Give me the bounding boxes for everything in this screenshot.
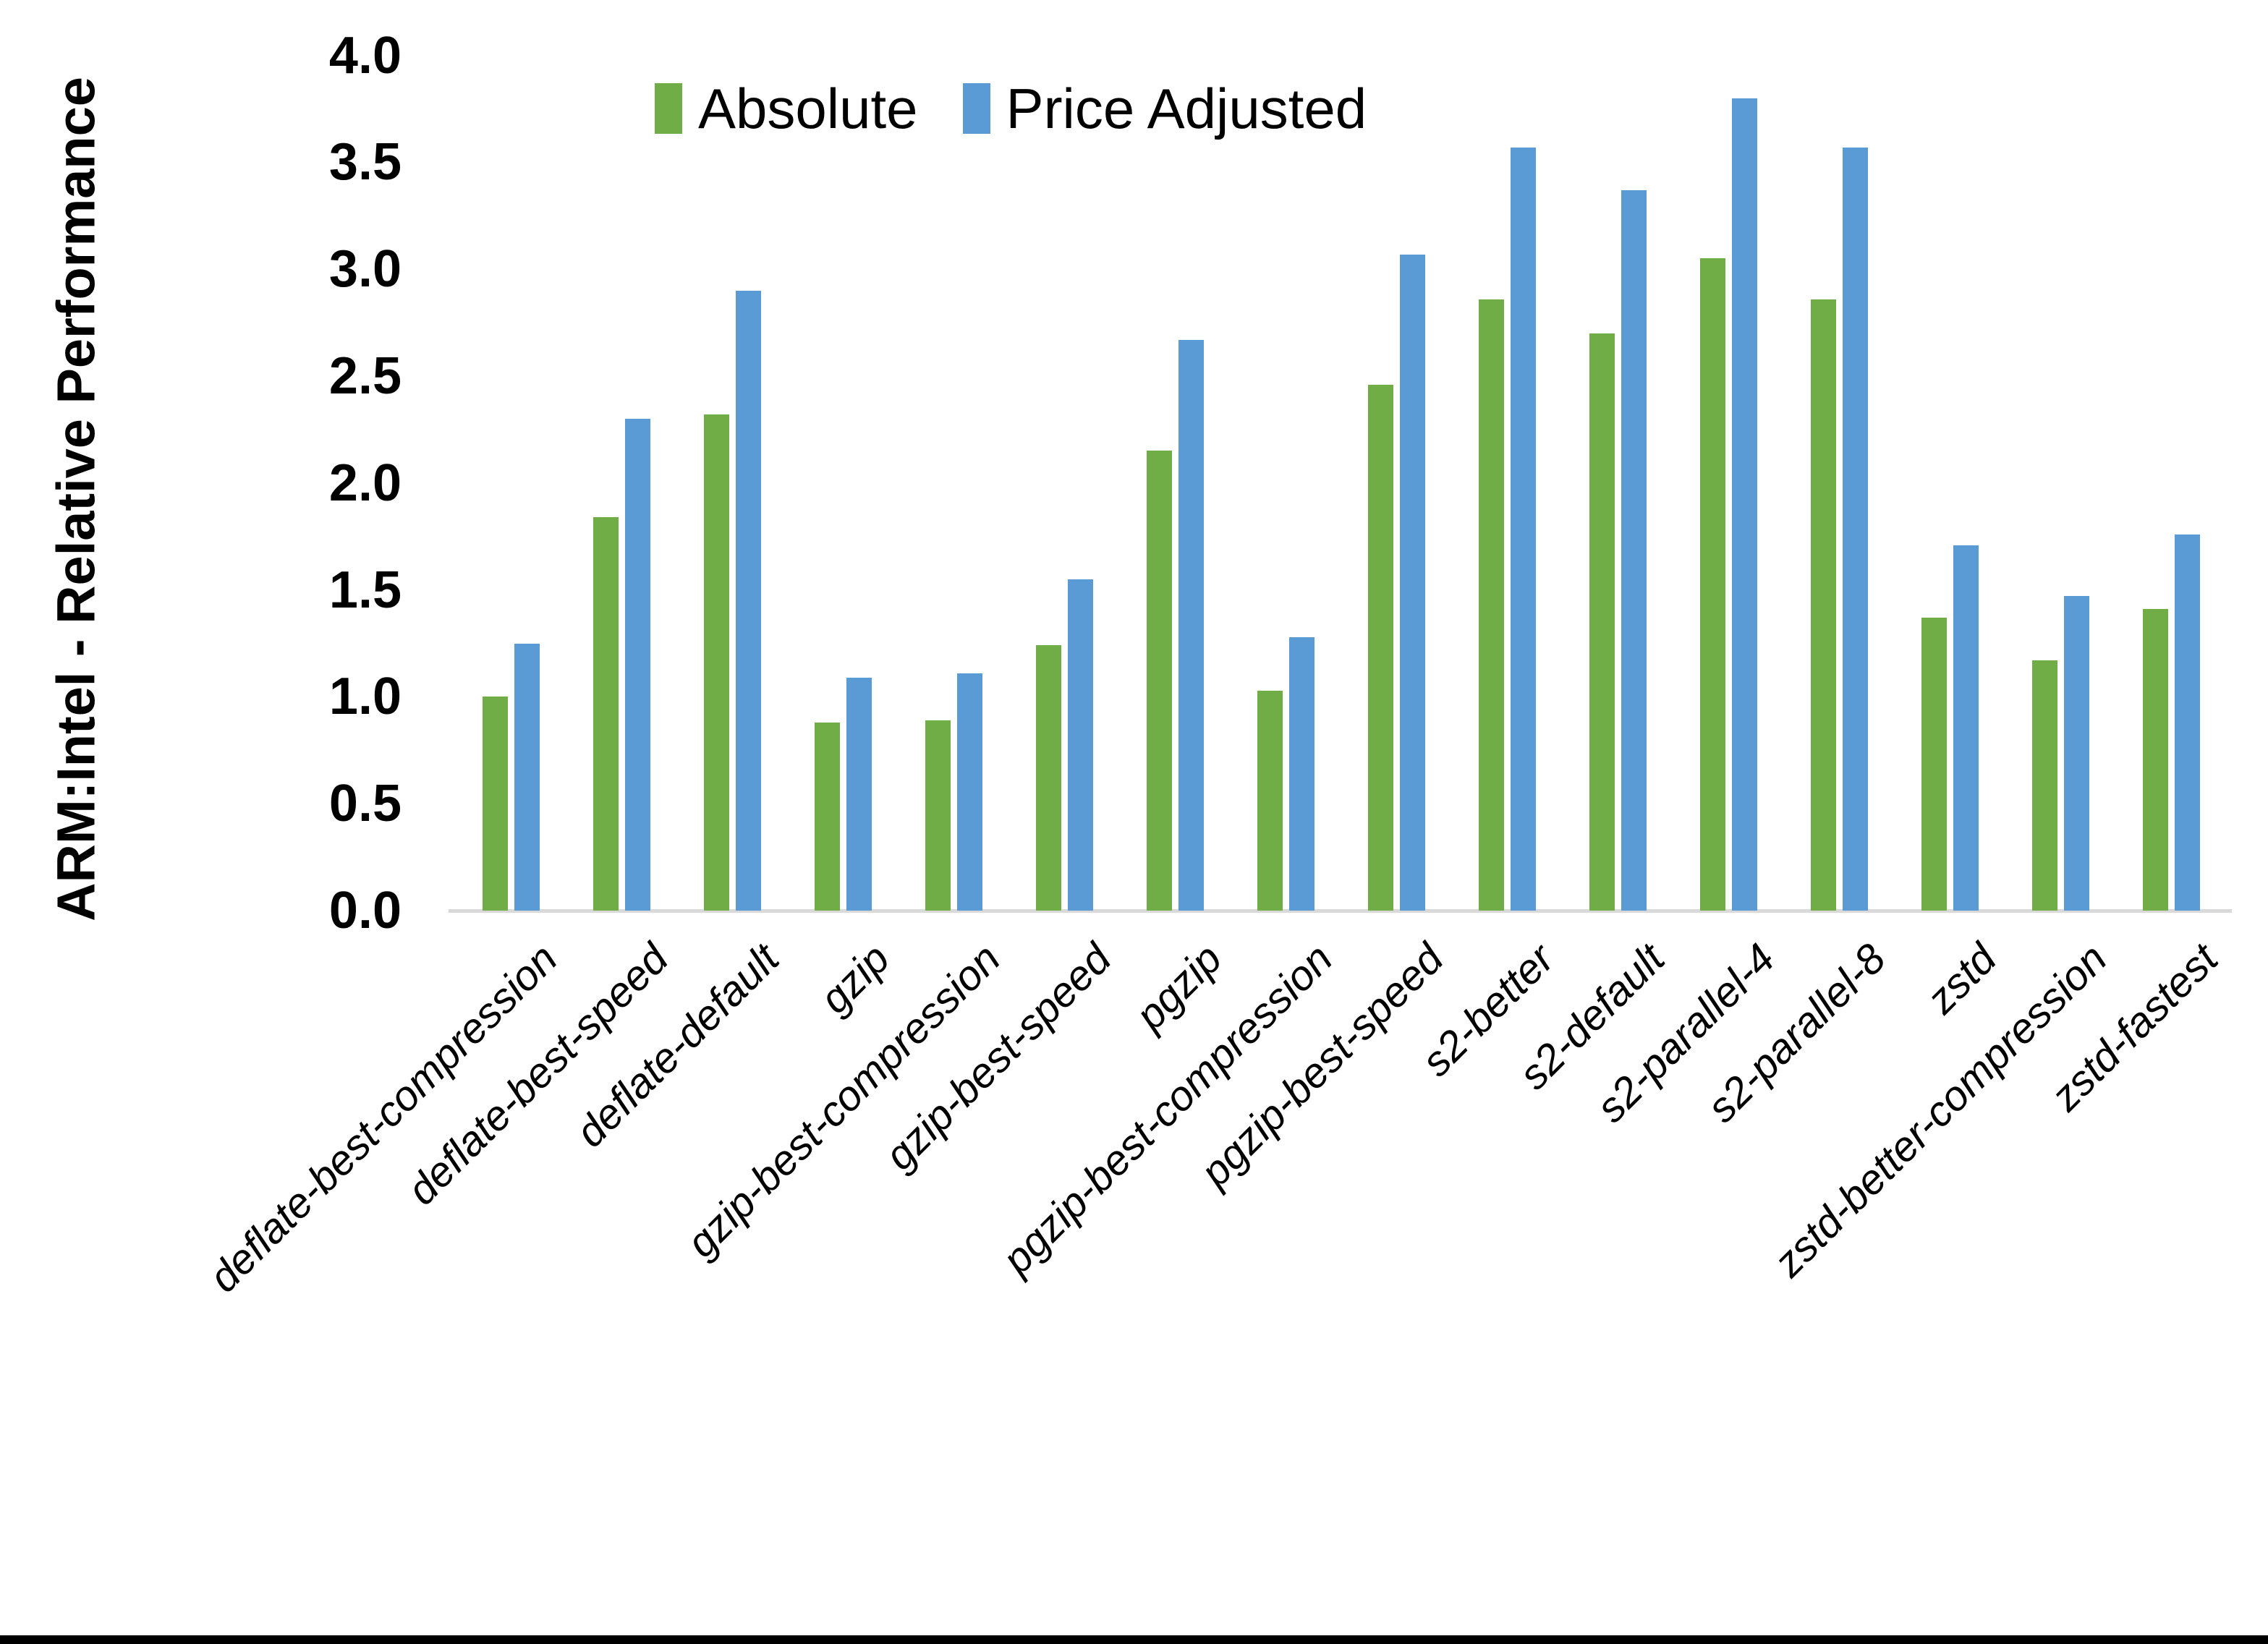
y-tick-label: 3.5 [328,133,402,192]
bar-absolute [593,517,619,911]
x-tick-label: zstd [1917,934,2006,1023]
x-tick-label: gzip [810,934,899,1023]
bar-price-adjusted [1511,147,1536,911]
x-axis-line [449,909,2232,913]
bar-absolute [2032,660,2057,911]
bar-price-adjusted [625,419,650,911]
bar-price-adjusted [514,643,540,911]
y-tick-label: 1.0 [328,668,402,726]
bar-absolute [925,720,951,911]
legend-label-price-adjusted: Price Adjusted [1006,77,1367,140]
bar-price-adjusted [1178,339,1204,911]
bar-absolute [1921,618,1947,911]
y-tick-label: 3.0 [328,240,402,299]
y-tick-label: 0.5 [328,775,402,833]
bar-price-adjusted [1289,636,1314,911]
bar-price-adjusted [1400,254,1425,911]
y-tick-label: 2.0 [328,453,402,512]
bar-absolute [1700,258,1725,911]
legend-item-absolute: Absolute [655,78,918,139]
y-tick-label: 2.5 [328,347,402,405]
bar-absolute [1257,690,1283,911]
y-axis-title: ARM:Intel - Relative Performance [46,77,106,921]
bar-absolute [704,414,729,911]
legend-label-absolute: Absolute [698,77,918,140]
bar-price-adjusted [2064,596,2089,911]
bar-absolute [1036,645,1061,911]
bar-absolute [1147,451,1172,911]
bar-price-adjusted [957,673,982,911]
y-tick-label: 4.0 [328,26,402,85]
legend-swatch-price-adjusted [962,83,990,134]
bar-price-adjusted [1068,579,1093,911]
bar-absolute [1479,299,1504,911]
bar-price-adjusted [1732,98,1757,911]
bar-absolute [815,722,840,911]
bar-absolute [483,697,508,911]
x-tick-label: pgzip [1126,934,1231,1039]
bar-price-adjusted [1953,545,1979,911]
bar-absolute [1811,299,1836,911]
bar-absolute [1368,384,1393,911]
bar-price-adjusted [2175,534,2200,911]
legend-swatch-absolute [655,83,682,134]
bar-absolute [1589,333,1615,911]
y-tick-label: 0.0 [328,882,402,940]
bar-price-adjusted [1843,147,1868,911]
bar-price-adjusted [1621,189,1647,911]
bar-absolute [2143,609,2168,911]
bar-price-adjusted [736,290,761,911]
y-tick-label: 1.5 [328,561,402,619]
bar-price-adjusted [846,677,872,911]
chart-legend: Absolute Price Adjusted [655,78,1367,139]
legend-item-price-adjusted: Price Adjusted [962,77,1367,140]
